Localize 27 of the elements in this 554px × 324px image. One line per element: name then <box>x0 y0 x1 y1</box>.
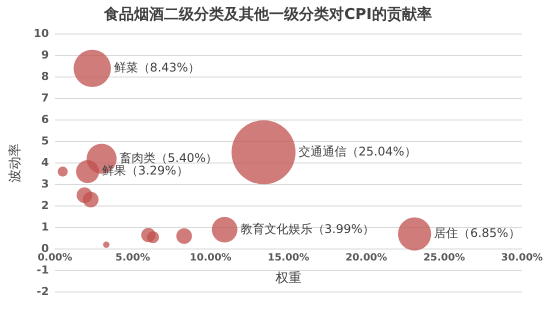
y-tick-label: -1 <box>36 263 49 276</box>
x-tick-label: 5.00% <box>115 252 150 264</box>
x-tick-label: 30.00% <box>501 252 543 264</box>
x-tick-label: 10.00% <box>190 252 232 264</box>
annotation: 居住（6.85%） <box>434 226 520 240</box>
y-tick-label: 10 <box>34 26 50 40</box>
y-tick-label: 1 <box>41 220 49 234</box>
y-tick-label: 2 <box>41 198 49 212</box>
annotation: 教育文化娱乐（3.99%） <box>240 222 375 236</box>
y-axis-title: 波动率 <box>7 144 24 182</box>
y-tick-label: 6 <box>41 112 50 126</box>
annotation: 畜肉类（5.40%） <box>120 150 218 165</box>
y-tick-label: -2 <box>36 284 49 298</box>
x-tick-label: 15.00% <box>268 252 310 264</box>
y-tick-label: 5 <box>41 134 49 148</box>
y-tick-label: 7 <box>41 91 49 104</box>
x-tick-label: 25.00% <box>423 252 465 264</box>
annotation: 鲜菜（8.43%） <box>114 60 200 75</box>
annotation: 交通通信（25.04%） <box>298 144 416 158</box>
x-tick-label: 0.00% <box>38 252 72 264</box>
x-tick-label: 20.00% <box>345 252 388 264</box>
y-tick-label: 4 <box>41 156 50 169</box>
x-axis-title: 权重 <box>274 271 302 286</box>
chart-title: 食品烟酒二级分类及其他一级分类对CPI的贡献率 <box>103 4 432 23</box>
y-tick-label: 3 <box>41 177 49 190</box>
y-tick-label: 8 <box>41 70 49 83</box>
y-tick-label: 9 <box>41 48 49 62</box>
